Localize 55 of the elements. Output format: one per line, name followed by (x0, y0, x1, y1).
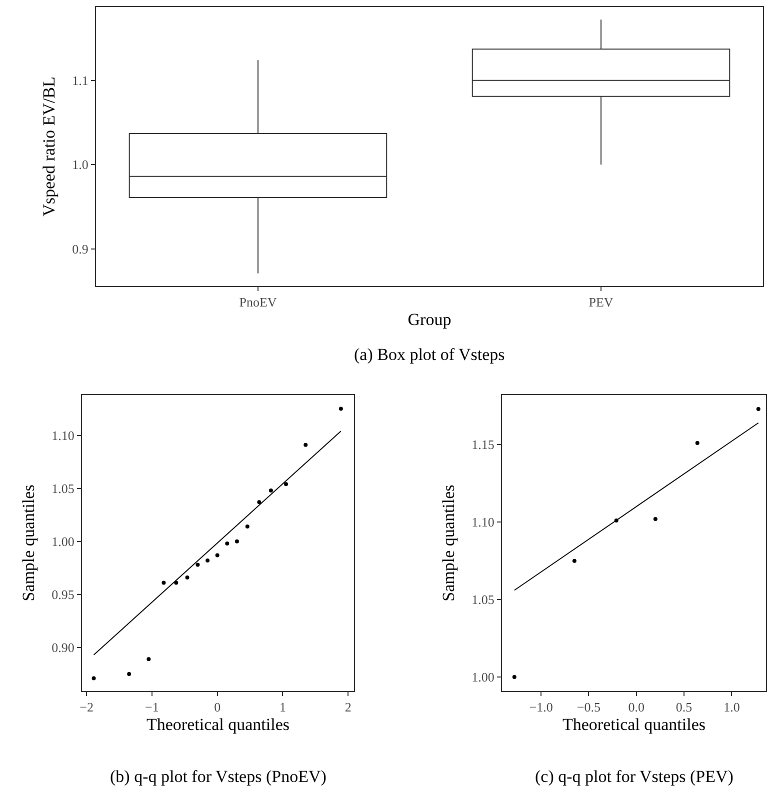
y-axis-title: Sample quantiles (19, 484, 38, 602)
x-tick-label: −0.5 (576, 700, 601, 715)
point (304, 442, 308, 447)
point (185, 575, 190, 580)
y-tick-label: 1.00 (52, 534, 74, 549)
y-tick-label: 0.90 (52, 640, 74, 656)
point (695, 441, 700, 446)
y-tick-label: 0.9 (72, 241, 88, 256)
x-tick-label: −1.0 (529, 700, 553, 715)
x-tick-label: 0.5 (676, 700, 692, 715)
y-axis-title: Sample quantiles (439, 484, 458, 602)
y-tick-label: 1.05 (52, 480, 74, 496)
x-tick-label: 1 (279, 700, 286, 715)
x-axis-title: Group (408, 310, 452, 329)
point (572, 558, 576, 563)
point (653, 516, 658, 521)
point (225, 542, 230, 546)
x-axis-title: Theoretical quantiles (562, 715, 706, 734)
x-tick-label: −1 (145, 700, 159, 715)
y-tick-label: 1.10 (472, 514, 494, 530)
x-axis-title: Theoretical quantiles (146, 715, 290, 734)
point (174, 580, 178, 585)
point (162, 580, 166, 585)
point (512, 675, 516, 680)
point (215, 553, 220, 558)
y-tick-label: 1.15 (472, 437, 494, 452)
x-tick-label: −2 (80, 700, 94, 715)
point (284, 482, 288, 486)
point (196, 562, 200, 567)
point (756, 406, 760, 411)
x-tick-label: 0.0 (628, 700, 645, 715)
y-tick-label: 1.00 (472, 670, 494, 685)
point (234, 539, 239, 544)
y-axis-title: Vspeed ratio EV/BL (40, 76, 59, 216)
point (245, 524, 250, 529)
x-tick-label: 1.0 (724, 700, 740, 715)
y-tick-label: 1.1 (72, 72, 88, 88)
text: (c) q-q plot for Vsteps (PEV) (535, 767, 734, 786)
point (257, 500, 262, 504)
x-tick-label: 0 (214, 700, 221, 715)
y-tick-label: 1.05 (472, 592, 494, 608)
point (146, 657, 151, 662)
point (206, 558, 210, 563)
point (127, 672, 132, 676)
y-tick-label: 1.0 (72, 157, 88, 172)
point (92, 676, 96, 680)
text: (b) q-q plot for Vsteps (PnoEV) (110, 767, 326, 786)
point (268, 488, 273, 492)
x-tick-label: PEV (588, 294, 614, 310)
x-tick-label: 2 (344, 700, 352, 715)
y-tick-label: 1.10 (52, 428, 74, 443)
point (338, 406, 343, 411)
y-tick-label: 0.95 (52, 587, 74, 602)
x-tick-label: PnoEV (239, 294, 278, 310)
text: (a) Box plot of Vsteps (354, 345, 505, 364)
